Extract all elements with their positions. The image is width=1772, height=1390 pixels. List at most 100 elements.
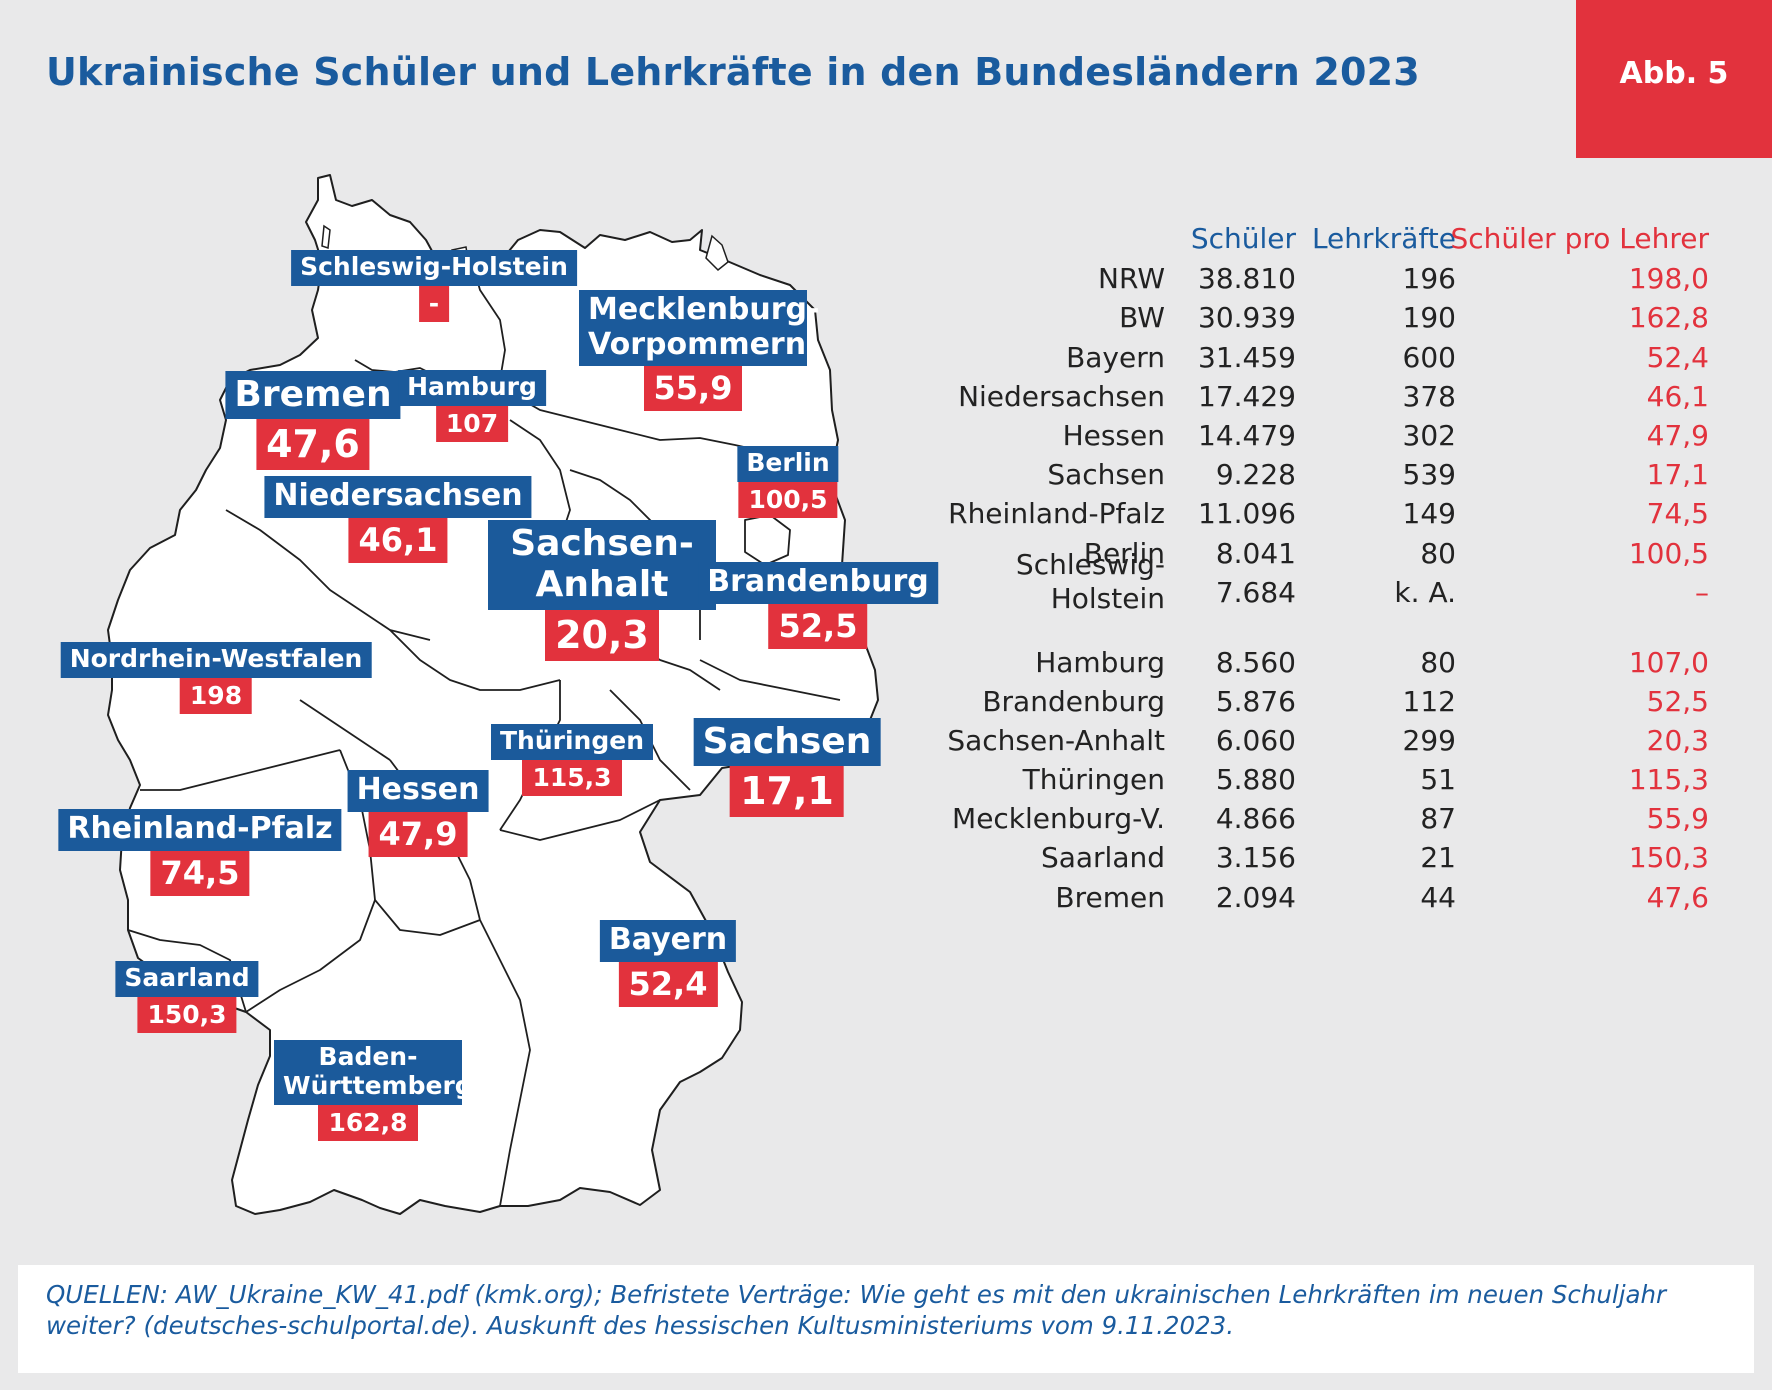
row-ratio: 198,0 <box>1628 262 1709 295</box>
map-label-bayern[interactable]: Bayern 52,4 <box>599 920 737 1007</box>
region-name: Rheinland-Pfalz <box>58 809 342 851</box>
row-teachers: 80 <box>1420 646 1456 679</box>
map-label-niedersachsen[interactable]: Niedersachsen 46,1 <box>264 476 532 563</box>
row-ratio: 17,1 <box>1646 458 1709 491</box>
row-students: 14.479 <box>1198 419 1296 452</box>
row-state: Brandenburg <box>982 685 1165 718</box>
border-rp-bw <box>245 899 376 1013</box>
row-state: Saarland <box>1040 841 1165 874</box>
row-students: 11.096 <box>1198 497 1296 530</box>
region-name: Brandenburg <box>698 562 938 604</box>
row-students: 4.866 <box>1215 802 1296 835</box>
border-he-bw <box>374 899 481 936</box>
region-name: Hessen <box>347 770 489 812</box>
row-students: 8.560 <box>1215 646 1296 679</box>
region-name: Bayern <box>599 920 737 962</box>
row-teachers: 378 <box>1402 380 1456 413</box>
row-ratio: 100,5 <box>1628 537 1709 570</box>
map-label-brandenburg[interactable]: Brandenburg 52,5 <box>698 562 938 649</box>
table-row: Mecklenburg-V. 4.866 87 55,9 <box>0 802 1772 842</box>
table-row: Saarland 3.156 21 150,3 <box>0 841 1772 881</box>
table-row: Sachsen 9.228 539 17,1 <box>0 458 1772 498</box>
row-teachers: 21 <box>1420 841 1456 874</box>
row-ratio: 47,9 <box>1646 419 1709 452</box>
row-ratio: 107,0 <box>1628 646 1709 679</box>
row-state: Hessen <box>1062 419 1165 452</box>
figure-tag: Abb. 5 <box>1576 0 1772 158</box>
region-name: Nordrhein-Westfalen <box>60 642 372 678</box>
border-bw-by <box>479 919 531 1207</box>
map-label-rheinland-pfalz[interactable]: Rheinland-Pfalz 74,5 <box>58 809 342 896</box>
row-students: 5.876 <box>1215 685 1296 718</box>
table-row: Bremen 2.094 44 47,6 <box>0 881 1772 921</box>
row-teachers: k. A. <box>1394 576 1456 609</box>
row-students: 17.429 <box>1198 380 1296 413</box>
row-students: 30.939 <box>1198 301 1296 334</box>
map-label-sachsen-anhalt[interactable]: Sachsen-Anhalt 20,3 <box>488 520 716 661</box>
row-ratio: 46,1 <box>1646 380 1709 413</box>
map-label-saarland[interactable]: Saarland 150,3 <box>115 961 259 1033</box>
region-value: 47,6 <box>256 419 370 471</box>
row-state: Rheinland-Pfalz <box>948 497 1165 530</box>
region-value: 47,9 <box>368 811 468 857</box>
row-students: 6.060 <box>1215 724 1296 757</box>
row-state: Hamburg <box>1035 646 1165 679</box>
row-ratio: 150,3 <box>1628 841 1709 874</box>
table-row: Berlin 8.041 80 100,5 <box>0 537 1772 577</box>
region-name: Baden-Württemberg <box>274 1040 473 1105</box>
region-name: Schleswig-Holstein <box>291 250 577 286</box>
region-value: 115,3 <box>522 759 622 796</box>
region-value: 100,5 <box>738 481 838 518</box>
row-state: Schleswig- Holstein <box>1015 548 1165 615</box>
region-name: Thüringen <box>491 724 653 760</box>
row-teachers: 539 <box>1402 458 1456 491</box>
region-value: 55,9 <box>643 366 743 411</box>
row-students: 38.810 <box>1198 262 1296 295</box>
row-students: 7.684 <box>1215 576 1296 609</box>
region-name: Niedersachsen <box>264 476 532 518</box>
row-ratio: 162,8 <box>1628 301 1709 334</box>
map-label-thueringen[interactable]: Thüringen 115,3 <box>491 724 653 796</box>
map-label-schleswig-holstein[interactable]: Schleswig-Holstein - <box>291 250 577 322</box>
row-students: 2.094 <box>1215 881 1296 914</box>
table-row: Bayern 31.459 600 52,4 <box>0 341 1772 381</box>
map-label-berlin[interactable]: Berlin 100,5 <box>737 446 839 518</box>
region-value: - <box>418 285 450 322</box>
island-sylt <box>321 224 331 250</box>
table-row: Brandenburg 5.876 112 52,5 <box>0 685 1772 725</box>
table-row: Schleswig- Holstein 7.684 k. A. – <box>0 548 1772 616</box>
map-label-sachsen[interactable]: Sachsen 17,1 <box>693 718 881 818</box>
row-teachers: 600 <box>1402 341 1456 374</box>
table-row: Hamburg 8.560 80 107,0 <box>0 646 1772 686</box>
row-state: Bremen <box>1055 881 1165 914</box>
region-value: 17,1 <box>730 766 844 818</box>
region-name: Bremen <box>225 371 401 420</box>
region-value: 150,3 <box>137 996 237 1033</box>
border-sn-bb <box>699 659 841 701</box>
region-name: Hamburg <box>398 370 546 406</box>
map-label-bremen[interactable]: Bremen 47,6 <box>225 371 401 471</box>
border-ni-he <box>389 629 561 691</box>
row-students: 5.880 <box>1215 763 1296 796</box>
row-ratio: – <box>1695 576 1709 609</box>
region-value: 74,5 <box>150 850 250 896</box>
row-ratio: 52,4 <box>1646 341 1709 374</box>
row-teachers: 44 <box>1420 881 1456 914</box>
map-label-hessen[interactable]: Hessen 47,9 <box>347 770 489 857</box>
map-label-hamburg[interactable]: Hamburg 107 <box>398 370 546 442</box>
map-label-baden-wuerttemberg[interactable]: Baden-Württemberg 162,8 <box>274 1040 473 1141</box>
table-row: NRW 38.810 196 198,0 <box>0 262 1772 302</box>
row-ratio: 115,3 <box>1628 763 1709 796</box>
row-teachers: 196 <box>1402 262 1456 295</box>
row-ratio: 55,9 <box>1646 802 1709 835</box>
border-nw-rp <box>140 749 341 791</box>
map-label-nordrhein-westfalen[interactable]: Nordrhein-Westfalen 198 <box>60 642 372 714</box>
row-state: Berlin <box>1083 537 1165 570</box>
region-value: 198 <box>179 677 253 714</box>
region-value: 20,3 <box>545 609 659 661</box>
row-students: 8.041 <box>1215 537 1296 570</box>
row-teachers: 112 <box>1402 685 1456 718</box>
row-state: Bayern <box>1066 341 1165 374</box>
map-label-mecklenburg-vorpommern[interactable]: Mecklenburg-Vorpommern 55,9 <box>579 290 819 411</box>
row-students: 9.228 <box>1215 458 1296 491</box>
